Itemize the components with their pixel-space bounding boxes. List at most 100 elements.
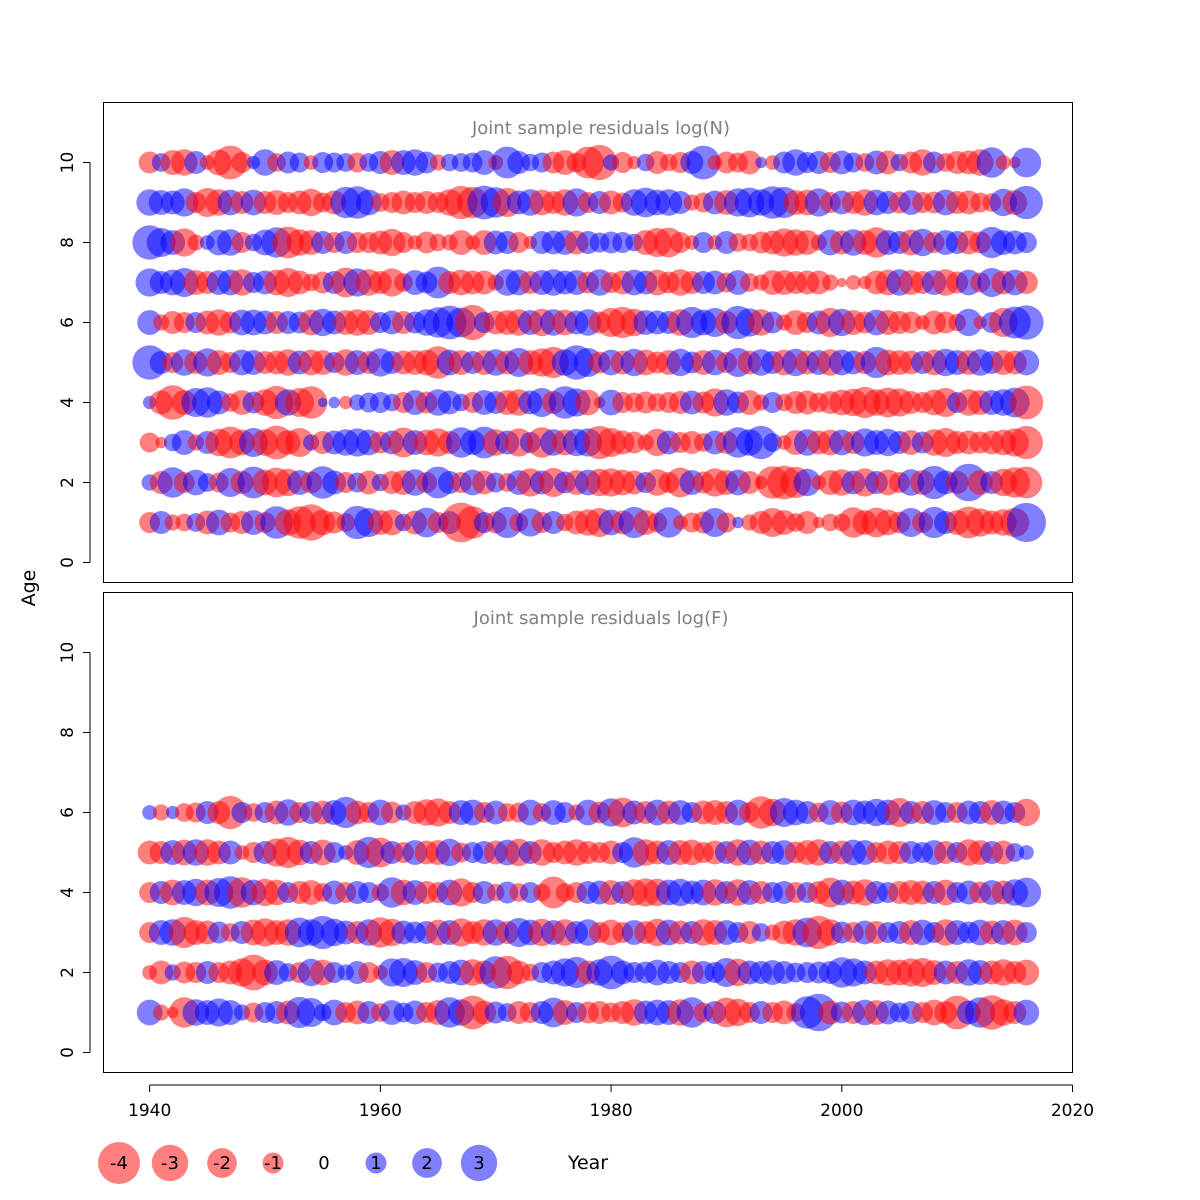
bubble — [1018, 845, 1034, 860]
panel-log-f-frame — [103, 592, 1073, 1073]
bubble — [294, 386, 328, 419]
legend-label: -3 — [161, 1153, 179, 1174]
bubble — [737, 390, 762, 415]
legend-label: -4 — [110, 1153, 128, 1174]
legend-bubble — [460, 1144, 498, 1182]
y-tick-label: 4 — [58, 397, 78, 408]
bubble — [231, 152, 253, 173]
bubble — [1010, 466, 1043, 499]
x-axis-title: Year — [567, 1152, 608, 1174]
bubble — [751, 923, 771, 942]
bubble — [1011, 877, 1042, 908]
y-tick-label: 6 — [58, 807, 78, 818]
y-tick-label: 10 — [58, 642, 78, 664]
legend-bubble — [262, 1152, 284, 1174]
bubble — [669, 232, 691, 253]
bubble — [142, 805, 158, 820]
legend-label: -1 — [264, 1153, 282, 1174]
x-tick-label: 2000 — [820, 1101, 863, 1121]
panel-log-f: Joint sample residuals log(F) 0 2 4 6 8 10 — [58, 592, 1073, 1073]
x-tick-label: 1980 — [589, 1101, 632, 1121]
bubble — [429, 233, 447, 252]
bubble — [795, 511, 819, 534]
legend-label: 0 — [318, 1153, 329, 1174]
bubble — [380, 801, 403, 824]
bubble — [149, 960, 174, 985]
bubble — [738, 471, 761, 494]
bubble — [285, 428, 315, 457]
bubble — [1005, 843, 1025, 862]
bubble — [686, 145, 721, 180]
x-axis: 1940 1960 1980 2000 2020 — [128, 1084, 1094, 1121]
bubble — [668, 191, 692, 214]
bubble — [1009, 385, 1044, 420]
bubble — [1011, 147, 1042, 178]
bubble — [415, 151, 438, 174]
y-tick-label: 10 — [58, 152, 78, 174]
panel-log-n-y-axis: 0 2 4 6 8 10 — [58, 152, 91, 568]
bubble — [472, 270, 497, 295]
bubble — [184, 151, 208, 174]
bubble — [812, 516, 825, 529]
bubble — [1013, 959, 1040, 986]
bubble — [976, 147, 1007, 178]
x-tick-label: 1940 — [128, 1101, 171, 1121]
bubble — [1015, 922, 1037, 943]
y-axis-title: Age — [18, 570, 40, 607]
legend-bubble — [365, 1152, 387, 1174]
panel-log-f-bubbles — [136, 795, 1042, 1032]
bubble — [317, 397, 328, 408]
bubble — [822, 274, 839, 291]
bubble — [761, 311, 784, 334]
bubble — [653, 507, 684, 538]
legend-bubble — [151, 1144, 189, 1182]
y-tick-label: 2 — [58, 477, 78, 488]
y-tick-label: 0 — [58, 557, 78, 568]
bubble — [794, 230, 820, 255]
legend-bubble — [98, 1142, 140, 1184]
bubble — [153, 1004, 170, 1021]
bubble — [471, 150, 497, 175]
bubble — [139, 432, 160, 453]
bubble — [1006, 502, 1046, 543]
bubble — [737, 150, 762, 175]
bubble — [137, 310, 163, 335]
panel-log-n-bubbles — [132, 144, 1046, 543]
y-tick-label: 2 — [58, 967, 78, 978]
bubble — [793, 468, 821, 497]
bubble — [187, 234, 204, 251]
bubble — [575, 389, 601, 416]
panel-log-n: Joint sample residuals log(N) 0 2 4 6 8 10 — [58, 102, 1073, 583]
legend-label: 2 — [421, 1153, 432, 1174]
bubble — [899, 311, 923, 334]
bubble — [581, 144, 618, 181]
bubble — [554, 802, 576, 823]
bubble — [171, 430, 197, 455]
y-tick-label: 8 — [58, 237, 78, 248]
y-tick-label: 6 — [58, 317, 78, 328]
legend-label: -2 — [213, 1153, 231, 1174]
y-tick-label: 0 — [58, 1047, 78, 1058]
bubble — [954, 308, 983, 337]
legend-bubble — [207, 1148, 237, 1178]
bubble — [1014, 271, 1038, 294]
bubble — [845, 275, 861, 290]
bubble — [740, 273, 759, 292]
bubble — [217, 1000, 243, 1025]
bubble — [732, 516, 744, 529]
bubble — [692, 232, 714, 253]
bubble — [1012, 798, 1041, 827]
bubble — [136, 999, 163, 1026]
panel-log-f-title: Joint sample residuals log(F) — [473, 608, 729, 629]
legend-bubble — [412, 1148, 442, 1178]
panel-log-n-title: Joint sample residuals log(N) — [471, 118, 730, 139]
bubble — [1009, 305, 1044, 340]
bubble — [1013, 349, 1040, 376]
legend-label: 1 — [370, 1153, 381, 1174]
bubble — [170, 228, 199, 257]
x-tick-label: 1960 — [359, 1101, 402, 1121]
legend-label: 3 — [473, 1153, 484, 1174]
bubble — [1009, 185, 1043, 220]
bubble — [323, 962, 345, 983]
bubble — [358, 962, 380, 983]
